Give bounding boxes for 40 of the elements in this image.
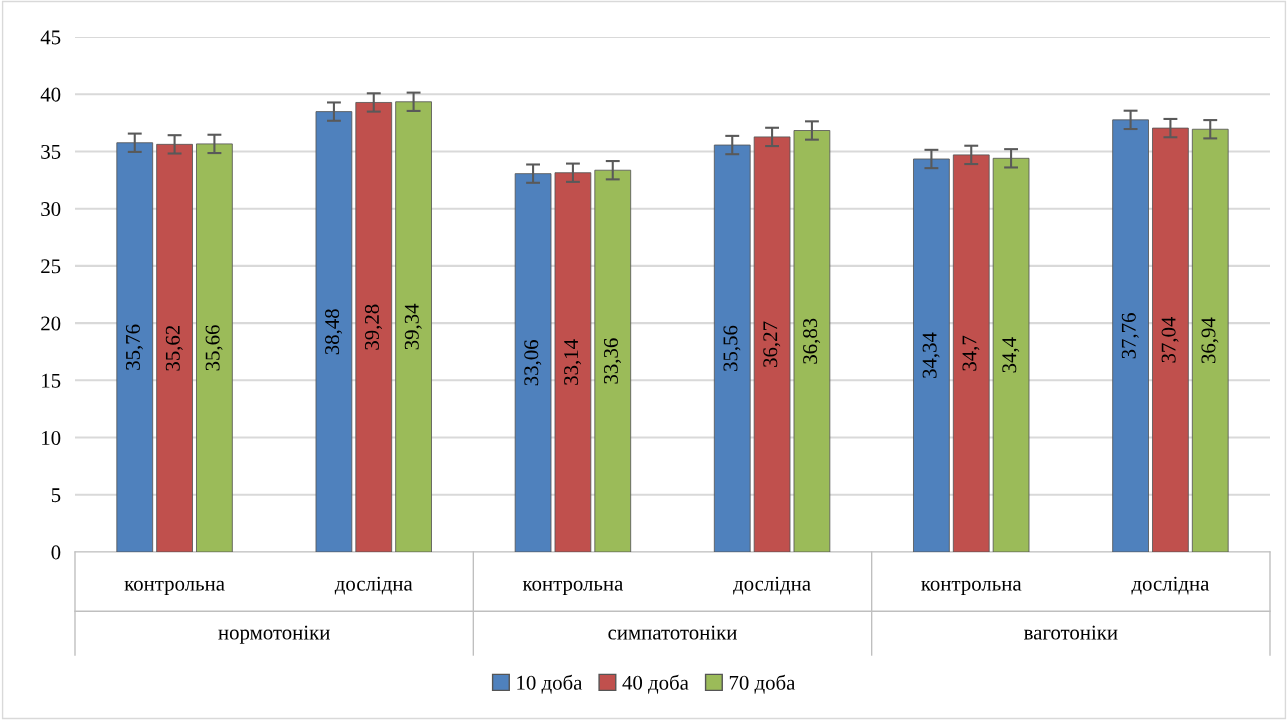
data-label: 35,62 — [165, 325, 183, 371]
text: симпатотоніки — [608, 625, 737, 640]
y-tick-label: 30 — [41, 202, 61, 217]
y-tick-label: 15 — [42, 373, 61, 388]
text: ваготоніки — [1024, 625, 1118, 640]
x-tick-label: дослідна — [733, 576, 811, 595]
x-tick-label: контрольна — [124, 580, 225, 595]
data-label: 35,56 — [723, 325, 741, 371]
y-tick-label: 20 — [41, 316, 61, 331]
data-label: 34,7 — [962, 335, 980, 371]
data-label: 33,14 — [564, 339, 582, 385]
text: нормотоніки — [218, 625, 330, 644]
data-label: 39,28 — [364, 304, 382, 350]
legend-label: 70 доба — [729, 674, 796, 694]
data-label: 34,34 — [922, 332, 940, 378]
data-label: 36,83 — [803, 318, 821, 364]
data-label: 34,4 — [1002, 337, 1020, 373]
x-tick-label: дослідна — [1131, 576, 1210, 595]
y-tick-label: 25 — [41, 259, 61, 274]
data-label: 33,06 — [524, 340, 542, 386]
data-label: 37,76 — [1121, 313, 1139, 359]
y-tick-label: 5 — [51, 488, 61, 503]
legend-label: 10 доба — [517, 674, 583, 694]
x-tick-label: контрольна — [522, 580, 624, 595]
y-tick-label: 35 — [41, 144, 61, 159]
data-label: 36,27 — [763, 321, 781, 367]
y-tick-label: 10 — [42, 430, 61, 445]
data-label: 33,36 — [603, 338, 621, 384]
data-label: 38,48 — [325, 309, 343, 355]
data-label: 37,04 — [1161, 316, 1179, 363]
data-label: 35,66 — [205, 325, 223, 371]
y-tick-label: 40 — [40, 87, 61, 102]
data-label: 39,34 — [404, 303, 422, 350]
data-label: 36,94 — [1201, 317, 1219, 364]
y-tick-label: 0 — [51, 545, 61, 560]
x-tick-label: дослідна — [334, 576, 413, 595]
x-tick-label: контрольна — [921, 580, 1022, 595]
legend-label: 40 доба — [622, 674, 689, 694]
y-tick-label: 45 — [40, 30, 61, 45]
data-label: 35,76 — [125, 324, 143, 370]
